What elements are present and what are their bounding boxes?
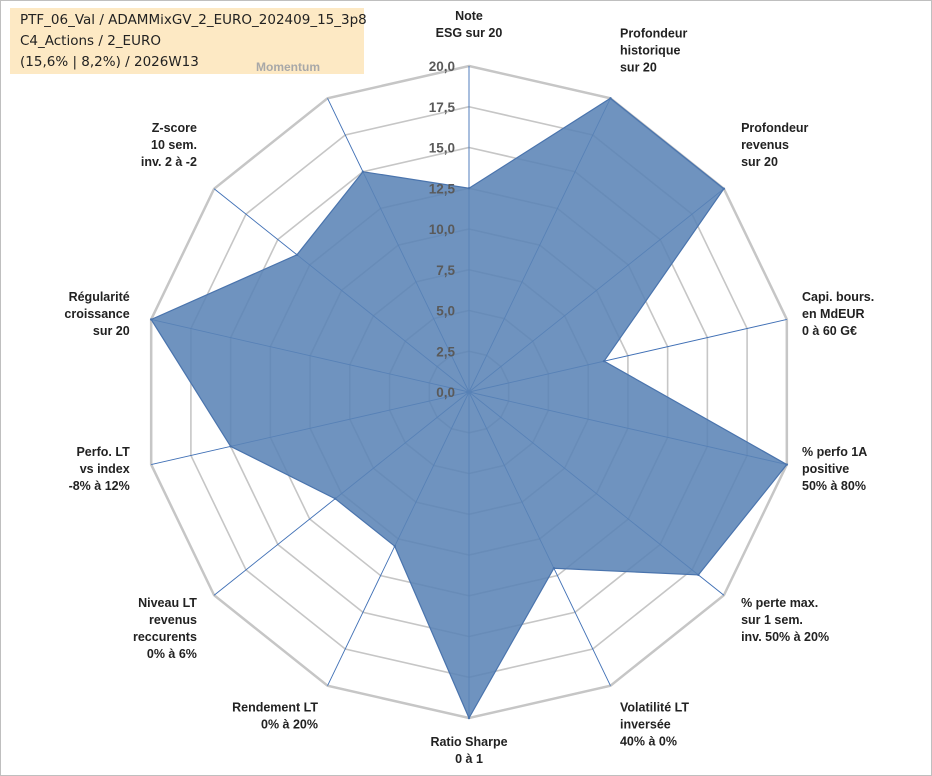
series-area <box>150 97 788 720</box>
tick-label: 0,0 <box>436 385 455 400</box>
axis-label-line: en MdEUR <box>802 307 865 321</box>
data-point <box>333 497 337 500</box>
data-point <box>361 170 365 173</box>
axis-label-line: Volatilité LT <box>620 701 689 715</box>
axis-label: Perfo. LT vs index -8% à 12% <box>69 445 131 493</box>
axis-label-line: 50% à 80% <box>802 479 866 493</box>
axis-label: Profondeur historique sur 20 <box>620 26 687 74</box>
axis-label-line: Ratio Sharpe <box>430 735 507 749</box>
tick-label: 17,5 <box>429 100 456 115</box>
data-point <box>602 359 606 363</box>
axis-label-line: 40% à 0% <box>620 735 677 749</box>
axis-label-line: inversée <box>620 718 671 732</box>
data-point <box>785 463 789 466</box>
data-point <box>467 187 471 190</box>
data-point <box>393 545 396 548</box>
axis-label-line: sur 20 <box>741 155 778 169</box>
axis-label-line: vs index <box>80 462 130 476</box>
axis-label: % perte max. sur 1 sem. inv. 50% à 20% <box>741 596 829 644</box>
data-point <box>697 573 700 577</box>
data-point <box>229 445 232 448</box>
portfolio-category: C4_Actions / 2_EURO <box>20 33 161 49</box>
data-point <box>609 97 612 100</box>
axis-label-line: sur 1 sem. <box>741 613 803 627</box>
axis-label: % perfo 1A positive 50% à 80% <box>802 445 867 493</box>
axis-label-line: 0 à 60 G€ <box>802 324 857 338</box>
portfolio-title: PTF_06_Val / ADAMMixGV_2_EURO_202409_15_… <box>20 12 367 28</box>
axis-label-line: Rendement LT <box>232 701 318 715</box>
axis-label-line: reccurents <box>133 630 197 644</box>
axis-label-line: Profondeur <box>741 121 808 135</box>
axis-label-line: 0% à 6% <box>147 647 197 661</box>
data-point <box>722 187 726 190</box>
portfolio-stats: (15,6% | 8,2%) / 2026W13 <box>20 54 199 70</box>
tick-label: 10,0 <box>429 222 455 237</box>
axis-label-line: 10 sem. <box>151 138 197 152</box>
axis-label: Niveau LT revenus reccurents 0% à 6% <box>133 596 197 661</box>
axis-label-line: Capi. bours. <box>802 290 874 304</box>
axis-label-line: Note <box>455 9 483 23</box>
axis-label-line: Régularité <box>69 290 130 304</box>
axis-label-line: % perte max. <box>741 596 818 610</box>
axis-label: Ratio Sharpe 0 à 1 <box>430 735 507 766</box>
data-point <box>467 716 471 720</box>
axis-label-line: 0 à 1 <box>455 752 483 766</box>
axis-label-line: Niveau LT <box>138 596 197 610</box>
axis-label-line: 0% à 20% <box>261 718 318 732</box>
data-point <box>552 567 556 570</box>
tick-label: 7,5 <box>436 263 455 278</box>
axis-label: Rendement LT 0% à 20% <box>232 701 318 732</box>
axis-label-line: sur 20 <box>620 60 657 74</box>
axis-label: Note ESG sur 20 <box>436 9 503 40</box>
axis-label-line: Z-score <box>152 121 197 135</box>
axis-label-line: -8% à 12% <box>69 479 130 493</box>
axis-label-line: Perfo. LT <box>76 445 130 459</box>
tick-label: 20,0 <box>429 59 455 74</box>
axis-label-line: inv. 50% à 20% <box>741 630 829 644</box>
info-box: PTF_06_Val / ADAMMixGV_2_EURO_202409_15_… <box>10 8 367 74</box>
tick-label: 5,0 <box>436 304 455 319</box>
axis-label: Capi. bours. en MdEUR 0 à 60 G€ <box>802 290 874 338</box>
data-point <box>149 318 153 321</box>
axis-label-line: inv. 2 à -2 <box>141 155 197 169</box>
data-point <box>295 253 299 257</box>
axis-label-line: historique <box>620 43 680 57</box>
tick-label: 12,5 <box>429 181 456 196</box>
tick-label: 15,0 <box>429 141 455 156</box>
axis-label: Z-score 10 sem. inv. 2 à -2 <box>141 121 197 169</box>
axis-label-line: sur 20 <box>93 324 130 338</box>
axis-label: Volatilité LT inversée 40% à 0% <box>620 701 689 749</box>
axis-label-line: ESG sur 20 <box>436 26 503 40</box>
axis-label-line: Profondeur <box>620 26 687 40</box>
axis-label-line: % perfo 1A <box>802 445 867 459</box>
axis-label: Régularité croissance sur 20 <box>64 290 129 338</box>
axis-label: Profondeur revenus sur 20 <box>741 121 808 169</box>
tick-label: 2,5 <box>436 344 455 359</box>
axis-label-line: revenus <box>149 613 197 627</box>
axis-label-line: croissance <box>64 307 129 321</box>
axis-label-line: revenus <box>741 138 789 152</box>
axis-label-line: positive <box>802 462 849 476</box>
momentum-label: Momentum <box>256 60 320 74</box>
